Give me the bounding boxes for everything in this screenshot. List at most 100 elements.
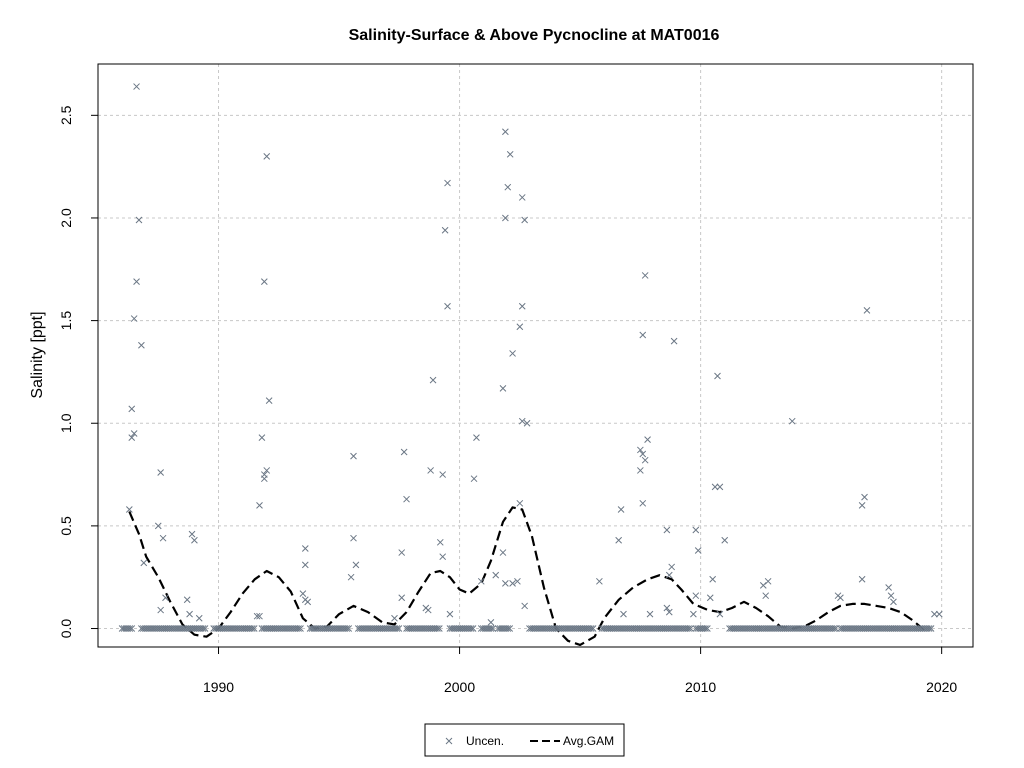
- data-point: [646, 610, 654, 618]
- data-point: [159, 534, 167, 542]
- data-point: [887, 592, 895, 600]
- data-point: [663, 604, 671, 612]
- data-point: [195, 614, 203, 622]
- data-point: [709, 575, 717, 583]
- data-point: [861, 493, 868, 501]
- data-point-zero: [685, 625, 692, 632]
- y-tick-label: 0.5: [58, 516, 74, 536]
- data-point: [885, 584, 892, 591]
- data-point-zero: [435, 625, 443, 632]
- data-point: [138, 341, 145, 349]
- data-point: [762, 592, 770, 600]
- legend-label-gam: Avg.GAM: [563, 734, 614, 748]
- data-point: [265, 397, 273, 405]
- data-point: [436, 538, 444, 546]
- data-point: [441, 226, 449, 234]
- data-point: [186, 610, 193, 618]
- y-tick-label: 2.0: [58, 208, 74, 228]
- data-point: [260, 278, 268, 285]
- data-point: [711, 483, 719, 491]
- data-point: [444, 179, 451, 187]
- plot-area-border: [97, 63, 974, 648]
- data-point: [837, 594, 844, 602]
- data-point: [188, 530, 196, 538]
- y-axis-label: Salinity [ppt]: [29, 311, 46, 398]
- data-point-zero: [469, 625, 477, 632]
- data-point: [506, 150, 514, 158]
- data-point: [391, 614, 398, 622]
- gam-line: [128, 506, 926, 646]
- data-point: [637, 467, 644, 474]
- data-point: [694, 547, 702, 554]
- data-point: [858, 502, 866, 509]
- data-point-zero: [467, 625, 475, 632]
- data-point-zero: [201, 625, 209, 632]
- data-point-zero: [295, 625, 302, 632]
- data-point: [191, 536, 198, 544]
- data-point-zero: [589, 625, 597, 632]
- data-point: [692, 526, 700, 534]
- data-point: [439, 553, 447, 561]
- data-point: [499, 384, 507, 392]
- data-point: [665, 571, 673, 579]
- data-point: [890, 598, 897, 606]
- data-point: [502, 580, 509, 587]
- data-point: [665, 608, 673, 616]
- data-point-zero: [587, 625, 595, 632]
- data-point: [639, 450, 647, 458]
- data-point: [863, 306, 871, 314]
- data-point: [716, 483, 724, 491]
- data-point: [157, 606, 165, 614]
- data-point: [518, 194, 526, 201]
- data-point-zero: [506, 625, 514, 632]
- data-point: [641, 272, 649, 279]
- chart-title: Salinity-Surface & Above Pycnocline at M…: [349, 27, 720, 44]
- data-point: [502, 214, 509, 222]
- data-point-zero: [248, 625, 256, 632]
- data-point: [258, 434, 266, 441]
- x-tick-label: 2000: [444, 679, 475, 695]
- data-point: [263, 467, 271, 474]
- data-point: [128, 405, 136, 413]
- data-point: [504, 183, 512, 191]
- data-point-zero: [126, 625, 134, 632]
- y-tick-label: 1.5: [58, 311, 74, 331]
- data-point: [615, 536, 623, 544]
- data-point: [130, 315, 138, 322]
- data-point: [706, 594, 714, 602]
- data-point-zero: [434, 625, 441, 632]
- data-point: [668, 563, 676, 571]
- data-point: [759, 582, 767, 589]
- data-point-zero: [927, 625, 935, 632]
- data-point: [256, 612, 263, 620]
- data-point-zero: [393, 625, 401, 632]
- data-point: [518, 302, 526, 310]
- data-point: [644, 436, 651, 444]
- data-point: [518, 417, 526, 425]
- data-point: [398, 549, 406, 556]
- data-point: [162, 594, 169, 602]
- data-point: [477, 577, 485, 585]
- data-point: [670, 337, 678, 345]
- data-point: [516, 323, 524, 331]
- legend-marker-uncen: [445, 737, 453, 745]
- data-point: [637, 446, 644, 454]
- x-axis: 1990 2000 2010 2020: [203, 647, 957, 695]
- data-point-zero: [395, 625, 403, 632]
- data-point-zero: [687, 625, 694, 632]
- data-point: [350, 452, 357, 460]
- gam-line-layer: [128, 506, 926, 646]
- x-tick-label: 2020: [926, 679, 957, 695]
- data-point: [128, 434, 136, 441]
- data-point: [429, 376, 437, 384]
- data-point: [716, 610, 724, 618]
- data-point: [400, 448, 408, 456]
- data-point: [140, 559, 148, 567]
- x-tick-label: 1990: [203, 679, 234, 695]
- data-point: [130, 430, 138, 437]
- data-point: [473, 434, 480, 441]
- legend: Uncen. Avg.GAM: [424, 723, 625, 757]
- data-point: [301, 545, 309, 552]
- data-point-zero: [704, 625, 711, 632]
- legend-label-uncen: Uncen.: [466, 734, 504, 748]
